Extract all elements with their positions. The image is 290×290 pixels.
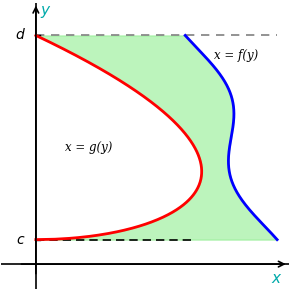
Text: x = g(y): x = g(y): [65, 141, 112, 154]
Text: d: d: [16, 28, 24, 42]
Text: x = f(y): x = f(y): [214, 49, 258, 62]
Text: x: x: [271, 271, 280, 286]
Text: c: c: [17, 233, 24, 246]
Text: y: y: [41, 3, 50, 18]
